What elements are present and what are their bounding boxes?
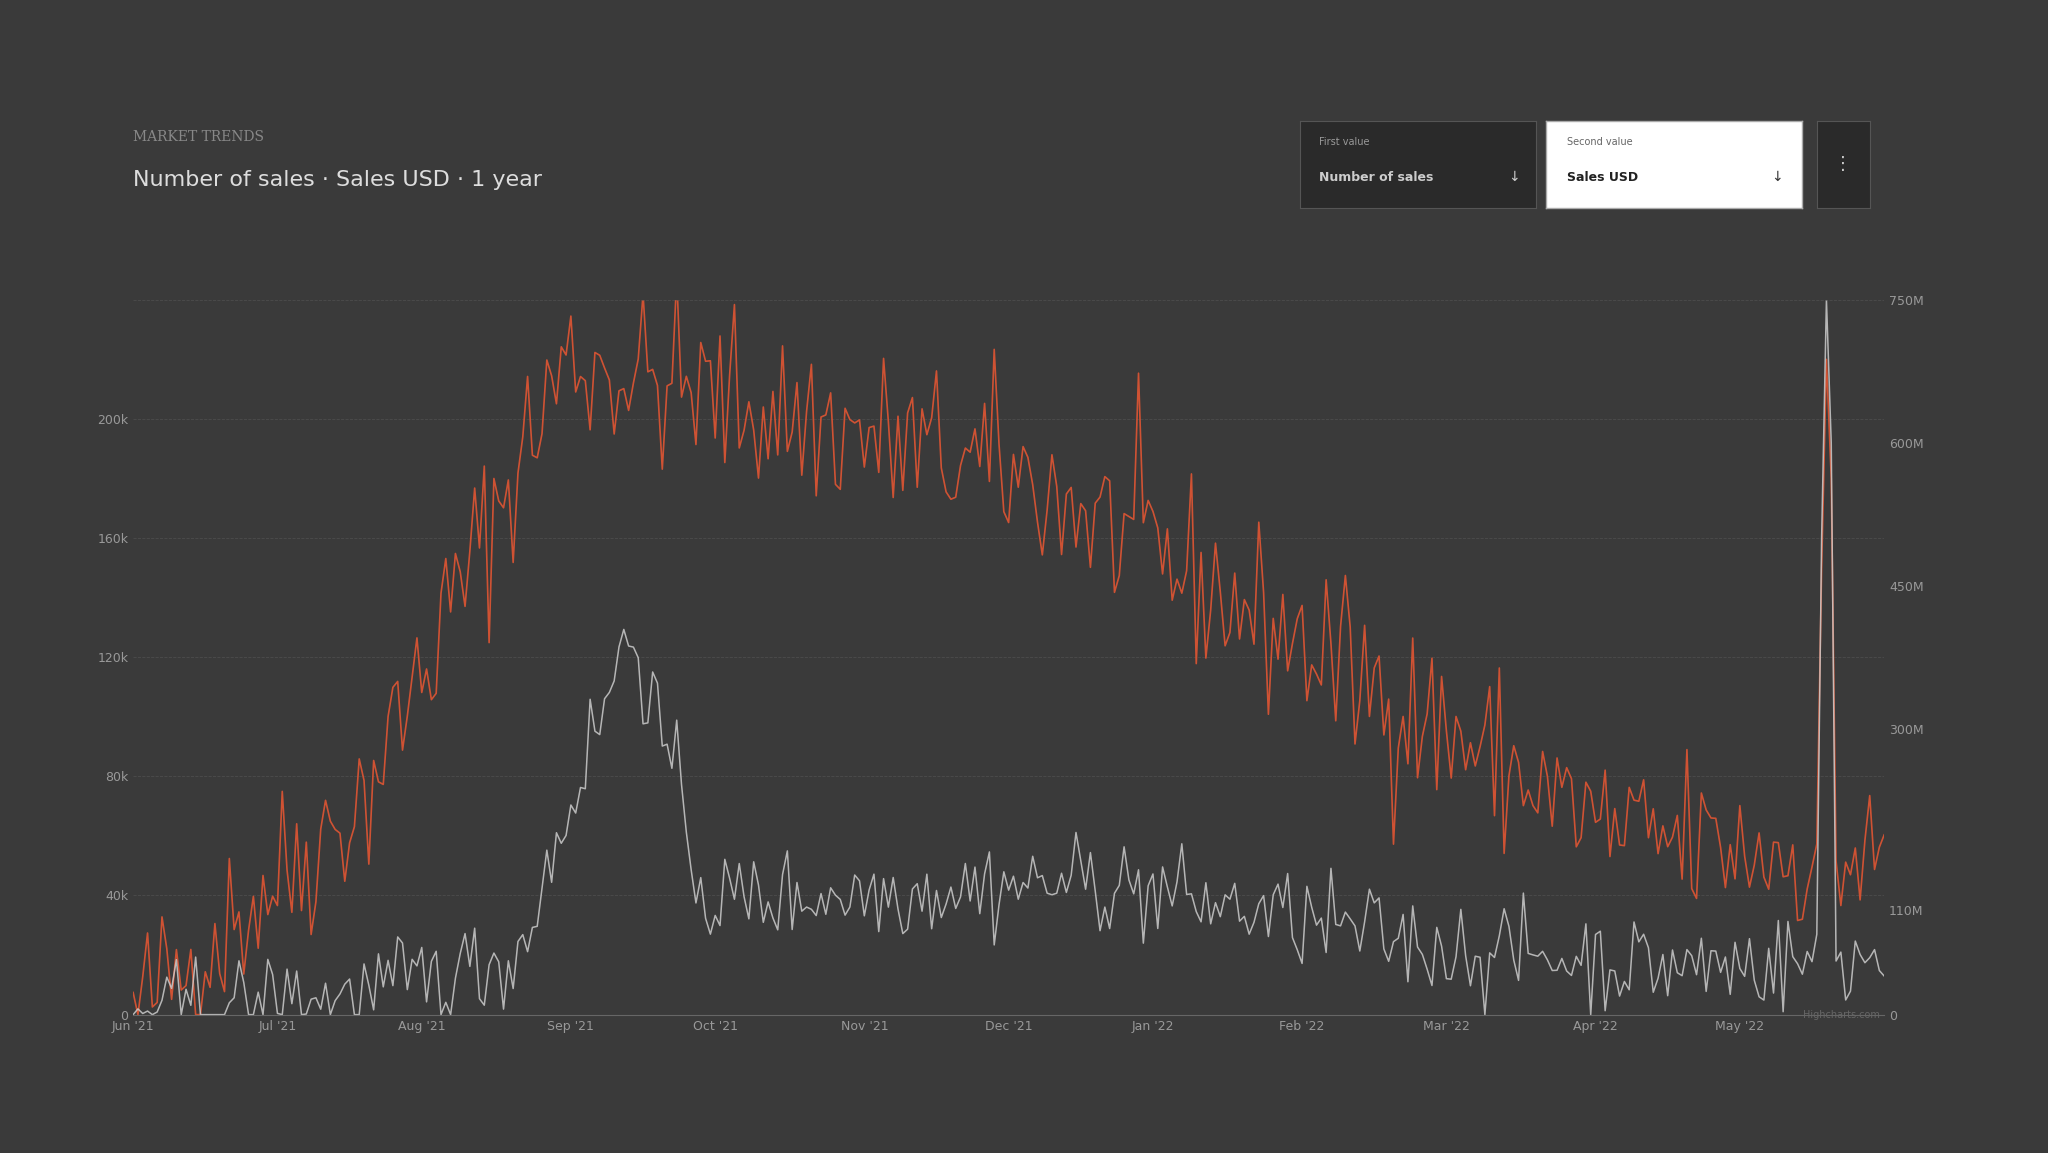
Text: Number of sales · Sales USD · 1 year: Number of sales · Sales USD · 1 year bbox=[133, 171, 543, 190]
Text: Number of sales: Number of sales bbox=[1319, 171, 1434, 183]
Text: ↓: ↓ bbox=[1772, 171, 1784, 184]
Text: Highcharts.com: Highcharts.com bbox=[1802, 1010, 1880, 1020]
Text: ↓: ↓ bbox=[1507, 171, 1520, 184]
Text: MARKET TRENDS: MARKET TRENDS bbox=[133, 130, 264, 144]
Text: ⋮: ⋮ bbox=[1835, 156, 1851, 173]
Text: Sales USD: Sales USD bbox=[1567, 171, 1638, 183]
Text: First value: First value bbox=[1319, 137, 1370, 146]
Text: Second value: Second value bbox=[1567, 137, 1632, 146]
